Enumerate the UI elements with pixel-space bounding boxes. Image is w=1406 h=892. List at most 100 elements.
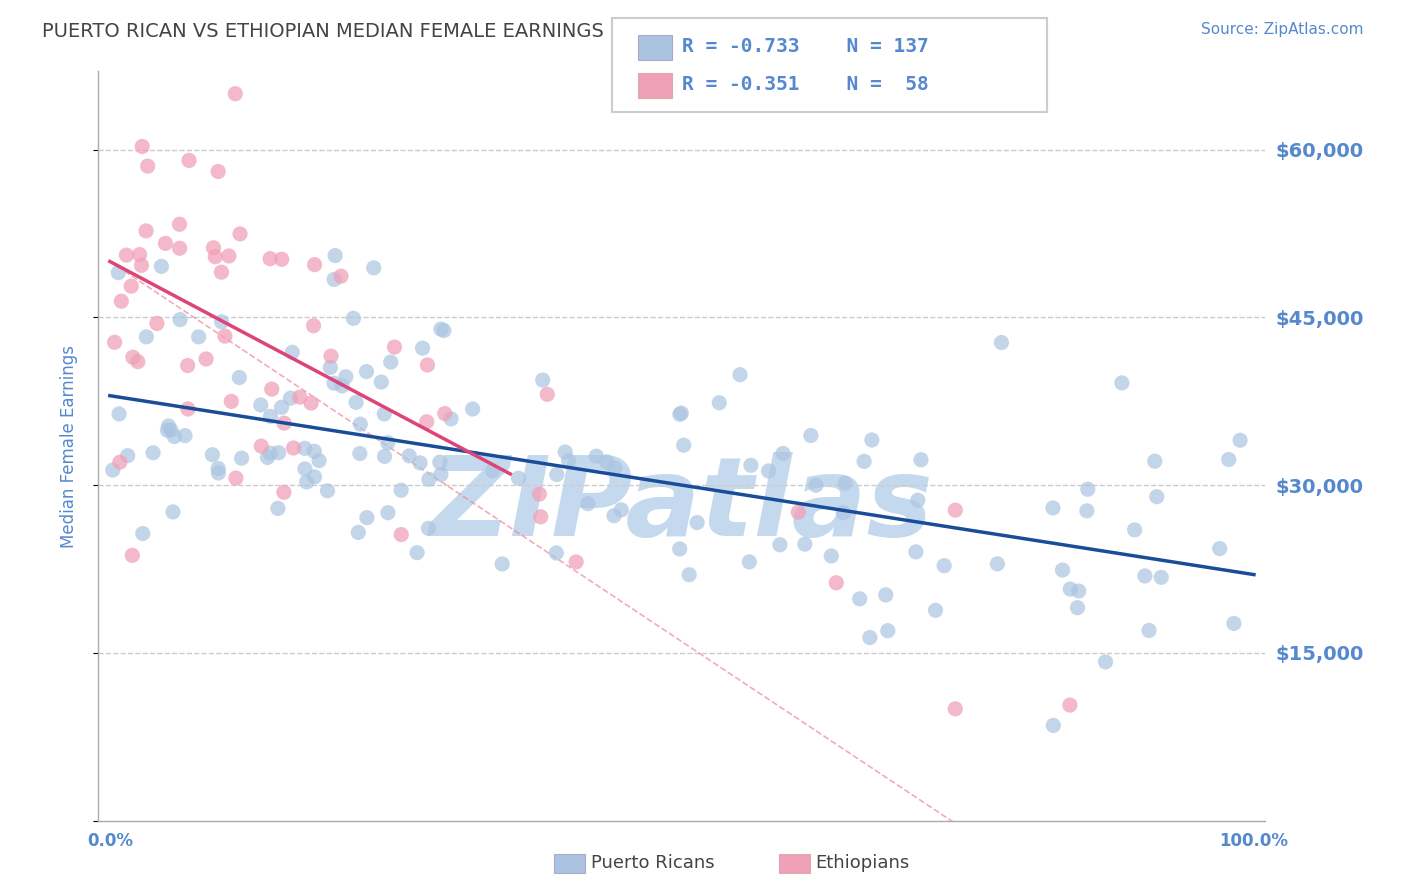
Point — [1077, 482, 1099, 496]
Point — [709, 396, 731, 410]
Point — [686, 516, 709, 530]
Point — [668, 541, 690, 556]
Point — [323, 272, 346, 286]
Point — [610, 503, 633, 517]
Point — [280, 391, 302, 405]
Point — [804, 478, 827, 492]
Point — [990, 335, 1012, 350]
Point — [131, 139, 153, 153]
Point — [270, 401, 292, 415]
Point — [330, 379, 353, 393]
Point — [270, 252, 292, 267]
Point — [160, 423, 183, 437]
Point — [800, 428, 823, 442]
Point — [416, 358, 439, 372]
Point — [531, 373, 554, 387]
Point — [853, 454, 876, 468]
Point — [546, 546, 568, 560]
Point — [1042, 718, 1064, 732]
Point — [273, 416, 295, 430]
Point — [1137, 624, 1160, 638]
Point — [221, 394, 243, 409]
Point — [389, 483, 412, 498]
Point — [481, 464, 503, 478]
Point — [1066, 600, 1088, 615]
Point — [740, 458, 762, 473]
Point — [907, 493, 929, 508]
Point — [832, 506, 855, 520]
Point — [211, 315, 233, 329]
Point — [120, 279, 142, 293]
Point — [1094, 655, 1116, 669]
Point — [218, 249, 240, 263]
Point — [308, 453, 330, 467]
Point — [1052, 563, 1074, 577]
Point — [163, 429, 186, 443]
Point — [1042, 500, 1064, 515]
Point — [418, 472, 440, 486]
Point — [335, 369, 357, 384]
Point — [330, 269, 353, 284]
Point — [412, 341, 434, 355]
Point — [373, 407, 395, 421]
Point — [302, 318, 325, 333]
Point — [1067, 584, 1090, 599]
Point — [195, 351, 218, 366]
Point — [825, 575, 848, 590]
Point — [546, 467, 568, 482]
Point — [110, 294, 132, 309]
Point — [169, 312, 191, 326]
Point — [603, 508, 626, 523]
Point — [728, 368, 751, 382]
Point — [377, 435, 399, 450]
Point — [260, 382, 283, 396]
Point — [207, 164, 229, 178]
Point — [294, 442, 316, 456]
Point — [146, 317, 169, 331]
Point — [554, 445, 576, 459]
Point — [299, 396, 322, 410]
Point — [117, 449, 139, 463]
Point — [281, 345, 304, 359]
Point — [177, 359, 200, 373]
Point — [671, 406, 693, 420]
Point — [228, 370, 250, 384]
Point — [202, 241, 225, 255]
Point — [418, 521, 440, 535]
Point — [207, 466, 229, 480]
Point — [491, 557, 513, 571]
Point — [342, 311, 364, 326]
Point — [793, 537, 815, 551]
Point — [349, 446, 371, 460]
Point — [565, 555, 588, 569]
Point — [356, 365, 378, 379]
Point — [177, 153, 200, 168]
Point — [249, 398, 271, 412]
Point — [323, 249, 346, 263]
Point — [530, 509, 553, 524]
Point — [1111, 376, 1133, 390]
Point — [295, 475, 318, 489]
Point — [986, 557, 1008, 571]
Point — [363, 260, 385, 275]
Point — [267, 501, 290, 516]
Point — [389, 527, 412, 541]
Point — [169, 217, 191, 231]
Point — [924, 603, 946, 617]
Point — [304, 258, 326, 272]
Point — [529, 487, 551, 501]
Point — [135, 330, 157, 344]
Point — [406, 546, 429, 560]
Point — [225, 471, 247, 485]
Point — [1150, 570, 1173, 584]
Point — [1208, 541, 1230, 556]
Point — [187, 330, 209, 344]
Point — [416, 415, 439, 429]
Point — [132, 526, 155, 541]
Point — [508, 471, 530, 485]
Point — [370, 375, 392, 389]
Point — [142, 446, 165, 460]
Point — [177, 401, 200, 416]
Point — [344, 395, 367, 409]
Point — [875, 588, 897, 602]
